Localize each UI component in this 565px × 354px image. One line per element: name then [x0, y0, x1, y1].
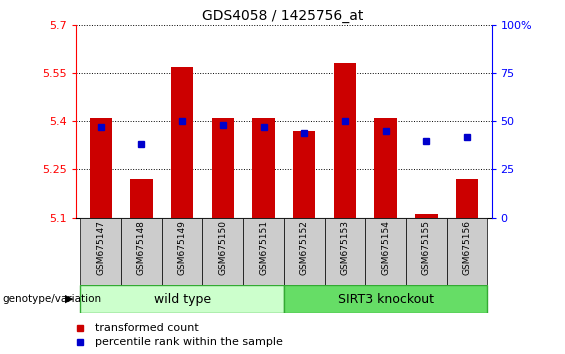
Bar: [243, 218, 284, 285]
Bar: [325, 218, 366, 285]
Bar: [406, 218, 447, 285]
Text: wild type: wild type: [154, 293, 211, 306]
Bar: [162, 218, 202, 285]
Bar: [89, 118, 112, 218]
Text: GSM675155: GSM675155: [422, 220, 431, 275]
Bar: [202, 218, 243, 285]
Bar: [121, 218, 162, 285]
Text: GSM675156: GSM675156: [463, 220, 472, 275]
Bar: [447, 218, 488, 285]
Bar: [456, 179, 479, 218]
Bar: [253, 118, 275, 218]
Bar: [171, 67, 193, 218]
Text: GSM675151: GSM675151: [259, 220, 268, 275]
Text: GSM675149: GSM675149: [177, 220, 186, 275]
Text: GSM675152: GSM675152: [300, 220, 308, 275]
Text: GDS4058 / 1425756_at: GDS4058 / 1425756_at: [202, 9, 363, 23]
Bar: [415, 215, 438, 218]
Bar: [375, 118, 397, 218]
Text: GSM675148: GSM675148: [137, 220, 146, 275]
Bar: [212, 118, 234, 218]
Bar: [80, 218, 121, 285]
Bar: [334, 63, 356, 218]
Text: SIRT3 knockout: SIRT3 knockout: [338, 293, 434, 306]
Bar: [284, 285, 488, 313]
Text: transformed count: transformed count: [95, 322, 199, 332]
Text: GSM675153: GSM675153: [341, 220, 350, 275]
Text: GSM675150: GSM675150: [218, 220, 227, 275]
Bar: [80, 285, 284, 313]
Text: GSM675147: GSM675147: [96, 220, 105, 275]
Text: GSM675154: GSM675154: [381, 220, 390, 275]
Text: percentile rank within the sample: percentile rank within the sample: [95, 337, 283, 348]
Bar: [366, 218, 406, 285]
Bar: [284, 218, 325, 285]
Text: ▶: ▶: [65, 294, 73, 304]
Bar: [293, 131, 315, 218]
Text: genotype/variation: genotype/variation: [3, 294, 102, 304]
Bar: [130, 179, 153, 218]
